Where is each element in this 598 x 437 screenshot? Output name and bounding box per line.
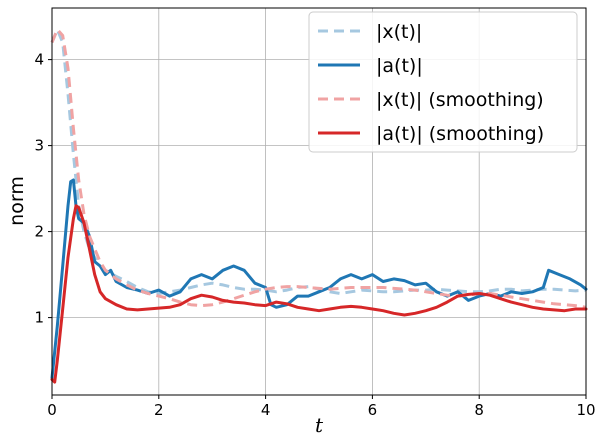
series-layer [50, 28, 588, 384]
legend-label: |a(t)| [376, 55, 423, 77]
x-tick-label: 8 [474, 401, 484, 419]
x-axis-label: t [315, 413, 324, 437]
y-axis-ticks: 1 2 3 4 [34, 51, 52, 327]
y-tick-label: 4 [34, 51, 44, 69]
legend: |x(t)| |a(t)| |x(t)| (smoothing) |a(t)| (sm… [308, 11, 578, 153]
x-tick-label: 2 [154, 401, 164, 419]
x-tick-label: 10 [576, 401, 595, 419]
legend-label: |x(t)| [376, 21, 422, 43]
x-tick-label: 0 [47, 401, 57, 419]
legend-label: |a(t)| (smoothing) [376, 123, 544, 145]
x-tick-label: 4 [261, 401, 271, 419]
y-axis-label: norm [6, 176, 28, 226]
y-tick-label: 1 [34, 309, 44, 327]
plot-frame [51, 7, 587, 396]
y-tick-label: 2 [34, 223, 44, 241]
x-axis-ticks: 0 2 4 6 8 10 [47, 395, 596, 419]
series-line-4 [50, 204, 588, 384]
legend-label: |x(t)| (smoothing) [376, 89, 544, 111]
y-tick-label: 3 [34, 137, 44, 155]
legend-box [308, 11, 578, 153]
x-tick-label: 6 [368, 401, 378, 419]
